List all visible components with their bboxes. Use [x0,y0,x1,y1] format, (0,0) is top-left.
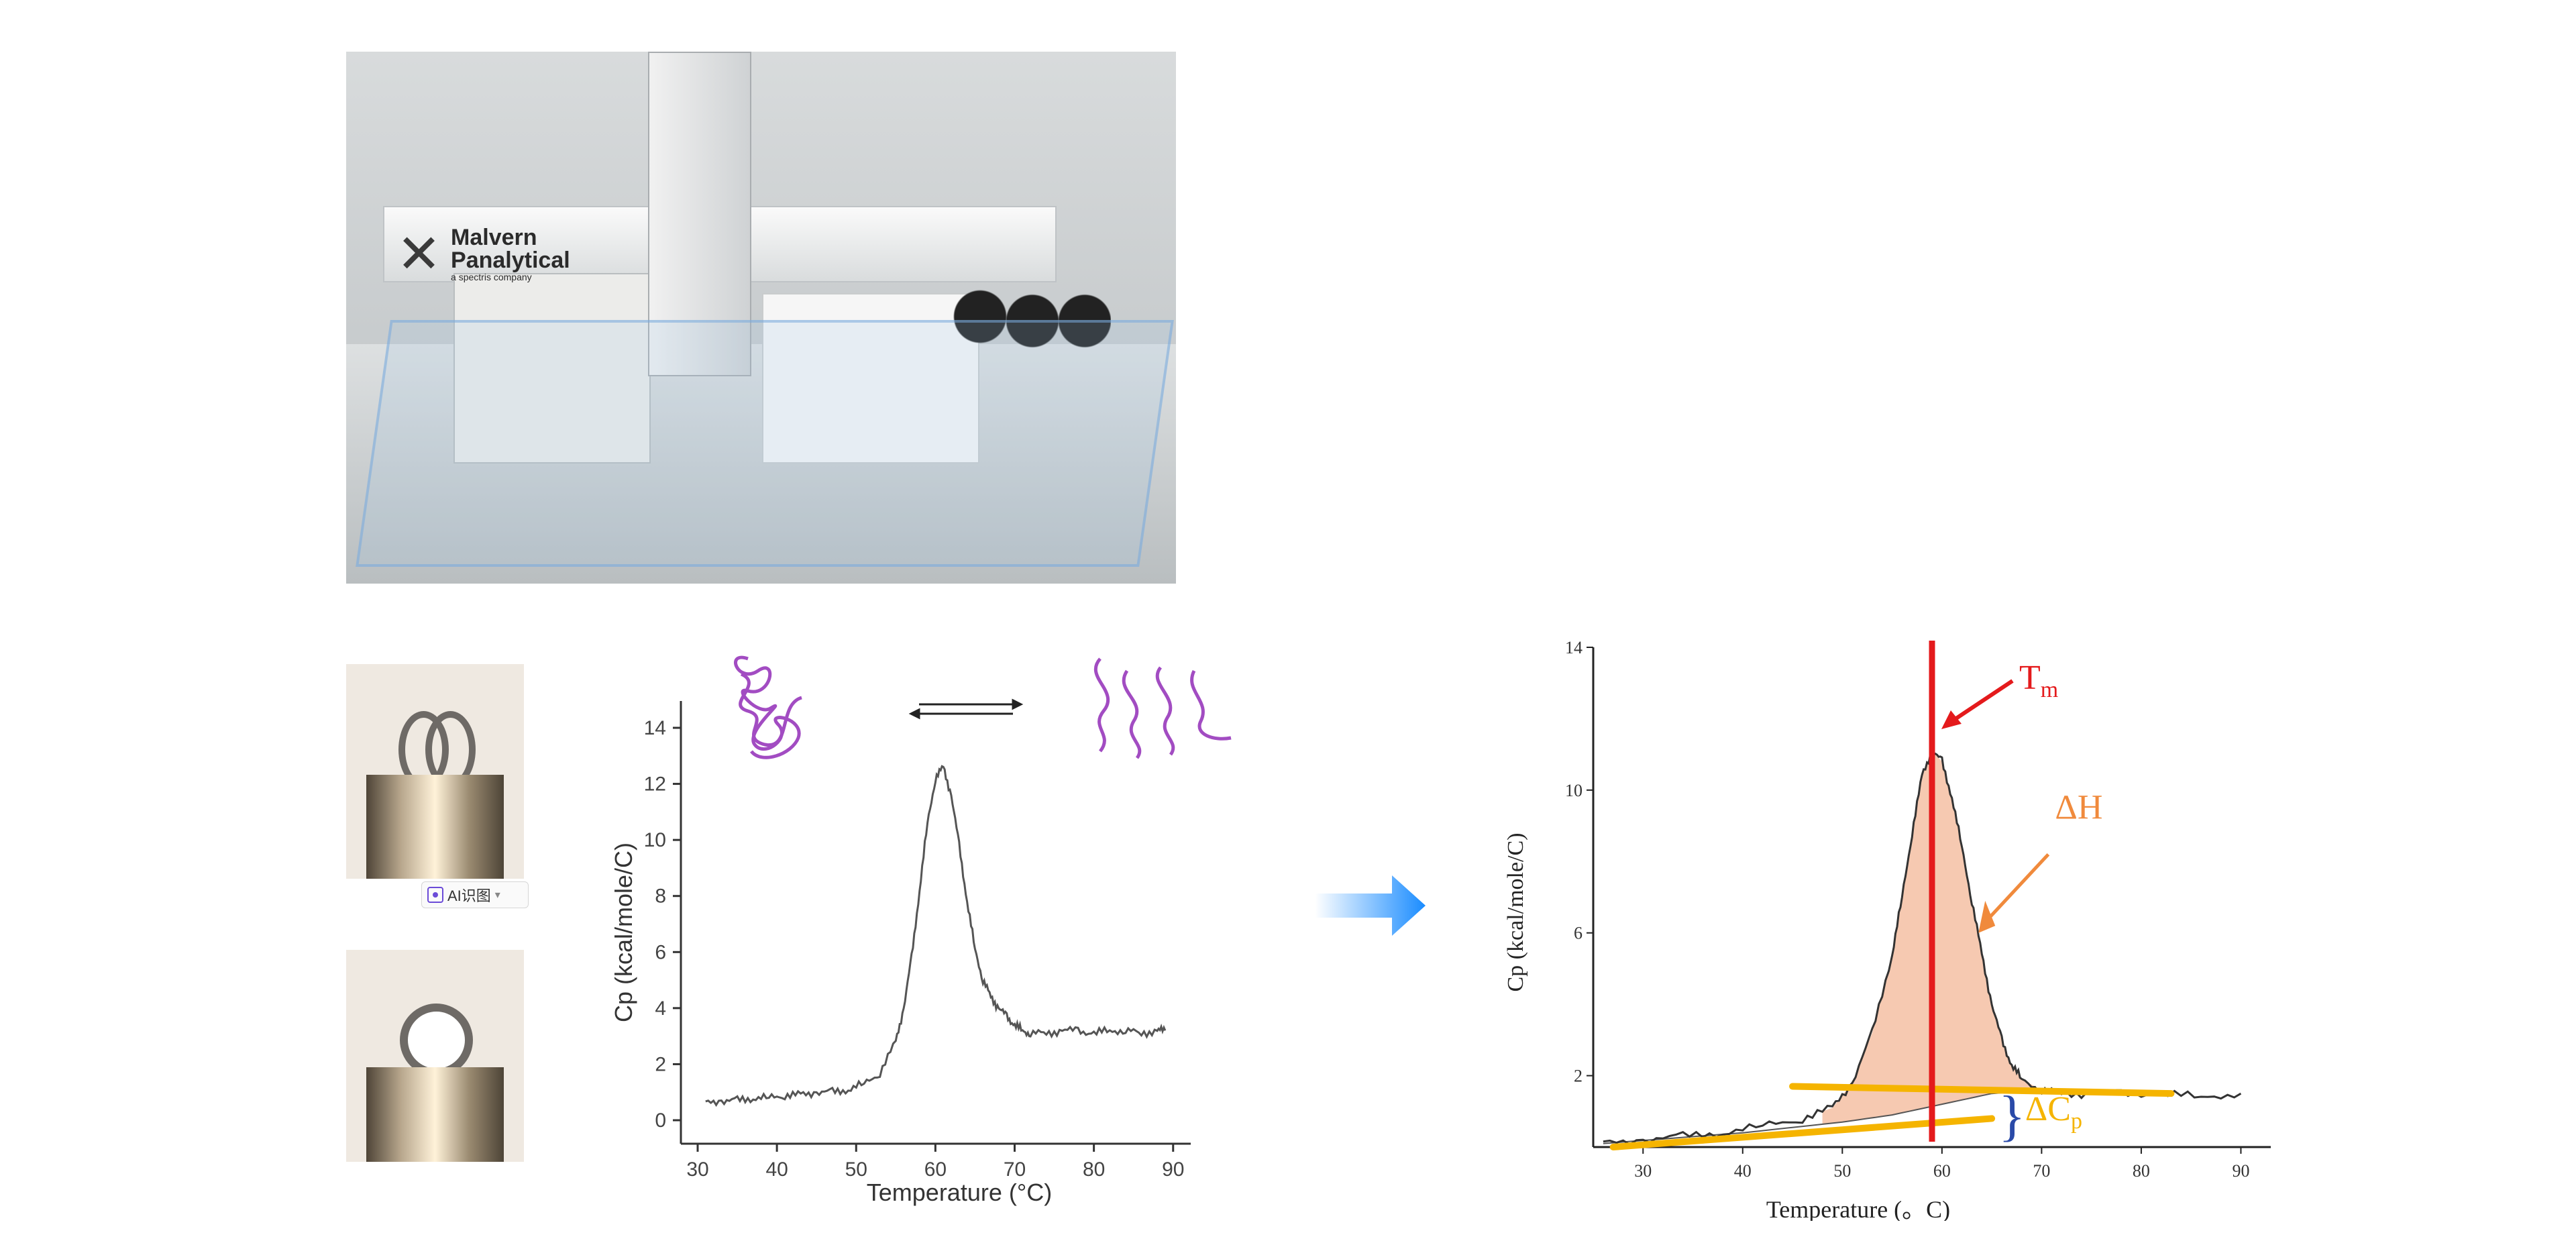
chart1-x-axis-label: Temperature (°C) [867,1179,1052,1206]
delta-cp-brace: } [1998,1085,2025,1147]
chart2-x-tick-label: 40 [1734,1161,1752,1181]
chart2-y-tick-label: 10 [1565,781,1582,800]
chart1-series-line [705,765,1167,1107]
brand-line2: Panalytical [451,247,570,273]
chart1-x-tick-label: 50 [845,1158,867,1181]
chart2-annotations: Tm ΔH} ΔCp [1941,659,2102,1147]
enthalpy-area [1822,751,2141,1124]
chart2-y-tick-label: 2 [1574,1067,1582,1086]
delta-h-pointer [1984,853,2050,924]
chart1-x-tick-label: 90 [1162,1158,1184,1181]
ai-badge-label: AI识图 [447,887,491,904]
dsc-analysis-chart: 30 40 50 60 70 80 90 2 6 10 14 Tm ΔH} ΔCp Temperatur… [1503,638,2271,1221]
chart1-x-tick-label: 70 [1004,1158,1026,1181]
chart1-x-tick-label: 40 [765,1158,788,1181]
chart2-x-axis-label: Temperature (。C) [1766,1196,1950,1221]
chart2-x-tick-label: 90 [2232,1161,2249,1181]
instrument-photo: ✕ Malvern Panalytical a spectris company [346,52,1176,584]
chart1-x-tick-label: 80 [1083,1158,1105,1181]
chart1-y-tick-label: 6 [655,941,666,963]
chart2-x-tick-label: 80 [2133,1161,2150,1181]
chart2-x-tick-label: 60 [1933,1161,1951,1181]
chart1-y-tick-label: 4 [655,997,666,1020]
delta-h-label: ΔH [2055,788,2102,826]
dsc-cell-photo-top [346,950,524,1162]
chart1-ticks: 30 40 50 60 70 80 90 0 2 4 6 8 10 12 14 [644,717,1185,1181]
chart2-x-tick-label: 50 [1833,1161,1851,1181]
tm-pointer [1951,679,2014,723]
tm-pointer-head [1941,710,1962,729]
ai-scan-icon [427,887,443,903]
folded-protein-icon [734,655,802,759]
chart2-y-axis-label: Cp (kcal/mole/C) [1503,832,1528,991]
tm-subscript: m [2041,678,2058,702]
dsc-cell-photo-side [346,664,524,879]
chart2-ticks: 30 40 50 60 70 80 90 2 6 10 14 [1565,638,2249,1181]
delta-cp-subscript: p [2071,1109,2082,1134]
post-transition-baseline [1789,1083,2175,1097]
chart1-x-tick-label: 60 [924,1158,947,1181]
brand-line1: Malvern [451,224,537,250]
right-arrow-icon [1315,875,1426,936]
chart1-axes [680,701,1191,1145]
chart2-x-tick-label: 70 [2033,1161,2050,1181]
brand-tagline: a spectris company [451,271,532,282]
tm-label: Tm [2019,659,2058,702]
dsc-thermogram-chart: 30 40 50 60 70 80 90 0 2 4 6 8 10 12 14 Temperature (°… [610,655,1232,1206]
sigmoidal-baseline [1603,1089,2042,1144]
ai-recognize-button[interactable]: AI识图 ▾ [421,881,529,908]
chart2-x-tick-label: 30 [1634,1161,1652,1181]
chevron-down-icon: ▾ [494,889,500,901]
pre-transition-baseline [1609,1115,1996,1150]
delta-cp-label: ΔCp [2025,1090,2082,1134]
chart1-y-axis-label: Cp (kcal/mole/C) [610,843,637,1022]
brand-logo: ✕ Malvern Panalytical a spectris company [396,223,570,285]
chart1-y-tick-label: 2 [655,1053,666,1075]
chart1-y-tick-label: 10 [644,829,666,851]
equilibrium-arrows [908,698,1024,720]
chart2-axes [1592,647,2271,1148]
chart1-x-tick-label: 30 [686,1158,708,1181]
chart1-y-tick-label: 12 [644,773,666,796]
chart1-y-tick-label: 14 [644,717,666,739]
chart2-y-tick-label: 14 [1565,638,1582,657]
chart1-y-tick-label: 0 [655,1109,666,1132]
chart2-y-tick-label: 6 [1574,924,1582,943]
delta-h-pointer-head [1978,900,1996,933]
chart1-y-tick-label: 8 [655,885,666,908]
unfolded-protein-icon [1093,657,1232,759]
